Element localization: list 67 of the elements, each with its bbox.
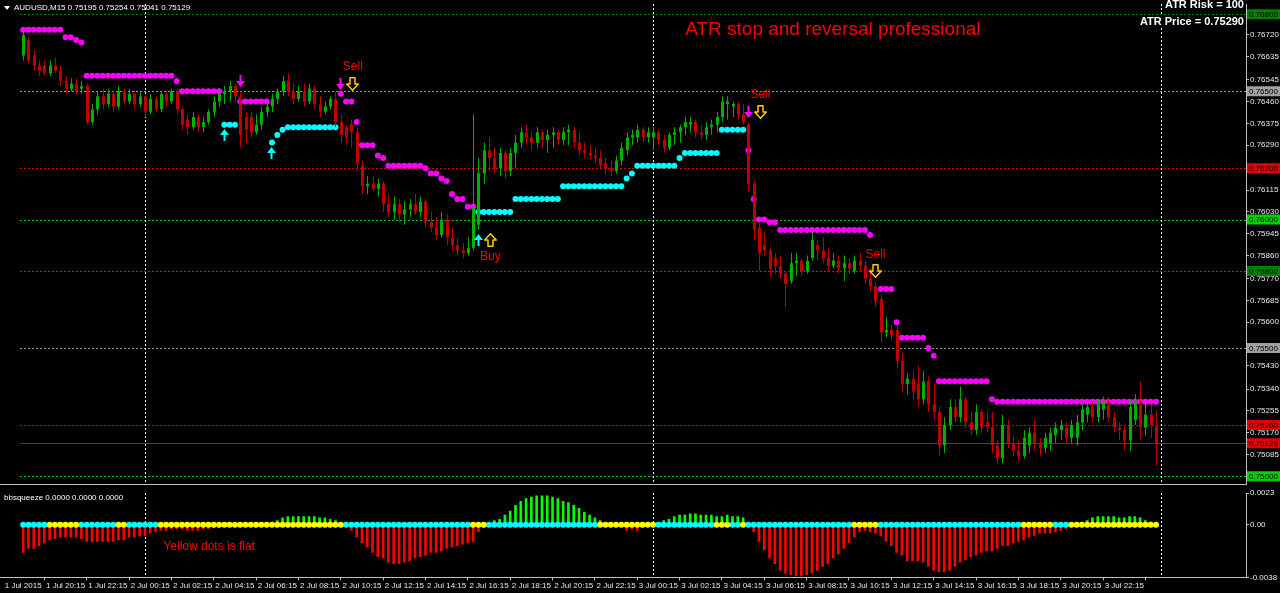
x-tick-label: 2 Jul 00:15 — [130, 581, 171, 591]
x-tick-label: 3 Jul 14:15 — [935, 581, 975, 591]
x-tick-label: 3 Jul 00:15 — [638, 581, 679, 591]
x-tick-label: 2 Jul 20:15 — [554, 581, 594, 591]
ref-line-label: 0.76500 — [1249, 86, 1279, 96]
y-tick-label: 0.76720 — [1250, 30, 1280, 40]
y-tick-label: 0.76030 — [1250, 207, 1280, 217]
annotation: Yellow dots is flat — [163, 539, 256, 554]
y-tick-label: 0.76290 — [1250, 140, 1280, 150]
y-tick-label: 0.0023 — [1250, 488, 1276, 498]
chart-subtitle: AUDUSD,M15 0.75195 0.75254 0.75041 0.75129 — [14, 3, 191, 13]
y-tick-label: 0.76635 — [1250, 51, 1280, 61]
annotation: Sell — [865, 246, 886, 261]
x-tick-label: 3 Jul 22:15 — [1104, 581, 1145, 591]
y-tick-label: 0.75685 — [1250, 295, 1280, 305]
x-tick-label: 2 Jul 10:15 — [342, 581, 383, 591]
x-tick-label: 3 Jul 20:15 — [1062, 581, 1103, 591]
y-tick-label: 0.75430 — [1250, 361, 1280, 371]
x-tick-label: 2 Jul 08:15 — [300, 581, 340, 591]
x-tick-label: 1 Jul 20:15 — [45, 581, 86, 591]
y-tick-label: 0.76375 — [1250, 118, 1280, 128]
x-tick-label: 1 Jul 2015 — [4, 581, 43, 591]
ref-line-label: 0.76000 — [1249, 215, 1279, 225]
x-tick-label: 3 Jul 08:15 — [808, 581, 848, 591]
y-tick-label: 0.75860 — [1250, 250, 1280, 260]
x-tick-label: 3 Jul 16:15 — [977, 581, 1018, 591]
y-tick-label: 0.00 — [1250, 520, 1267, 530]
x-tick-label: 3 Jul 10:15 — [850, 581, 891, 591]
y-tick-label: 0.76115 — [1250, 185, 1279, 195]
annotation: Sell — [342, 59, 363, 74]
ref-line-label: 0.75129 — [1249, 438, 1279, 448]
x-tick-label: 3 Jul 02:15 — [681, 581, 721, 591]
y-tick-label: 0.75085 — [1250, 449, 1280, 459]
x-tick-label: 2 Jul 22:15 — [596, 581, 637, 591]
annotation: Buy — [480, 249, 501, 264]
x-tick-label: 2 Jul 16:15 — [469, 581, 510, 591]
ref-line-label: 0.76200 — [1249, 163, 1279, 173]
y-tick-label: 0.75170 — [1250, 427, 1280, 437]
text: ATR stop and reversal professional — [685, 18, 981, 40]
x-tick-label: 2 Jul 02:15 — [173, 581, 213, 591]
ref-line-label: 0.75200 — [1249, 420, 1279, 430]
y-tick-label: 0.76545 — [1250, 74, 1280, 84]
ref-line-label: 0.76800 — [1249, 9, 1279, 19]
y-tick-label: 0.75600 — [1250, 317, 1280, 327]
y-tick-label: 0.76460 — [1250, 96, 1280, 106]
x-tick-label: 3 Jul 18:15 — [1019, 581, 1060, 591]
y-tick-label: 0.75770 — [1250, 273, 1280, 283]
annotation: ATR Price = 0.75290 — [1139, 15, 1244, 28]
x-tick-label: 2 Jul 18:15 — [511, 581, 552, 591]
x-tick-label: 2 Jul 04:15 — [215, 581, 256, 591]
annotation: ATR Risk = 100 — [1165, 0, 1244, 11]
y-tick-label: 0.75255 — [1250, 406, 1280, 416]
x-tick-label: 3 Jul 04:15 — [723, 581, 764, 591]
ref-line-label: 0.75500 — [1249, 343, 1279, 353]
x-tick-label: 3 Jul 06:15 — [765, 581, 806, 591]
ref-line-label: 0.75000 — [1249, 472, 1279, 481]
y-tick-label: 0.75340 — [1250, 384, 1280, 394]
ref-line-label: 0.75800 — [1249, 266, 1279, 276]
y-tick-label: -0.0038 — [1250, 572, 1278, 582]
x-tick-label: 2 Jul 14:15 — [427, 581, 467, 591]
x-tick-label: 2 Jul 06:15 — [257, 581, 298, 591]
annotation: Sell — [750, 87, 771, 102]
x-tick-label: 2 Jul 12:15 — [384, 581, 425, 591]
x-tick-label: 3 Jul 12:15 — [892, 581, 933, 591]
chart-title: bbsqueeze 0.0000 0.0000 0.0000 — [4, 493, 124, 503]
x-tick-label: 1 Jul 22:15 — [88, 581, 128, 591]
y-tick-label: 0.75945 — [1250, 228, 1280, 238]
